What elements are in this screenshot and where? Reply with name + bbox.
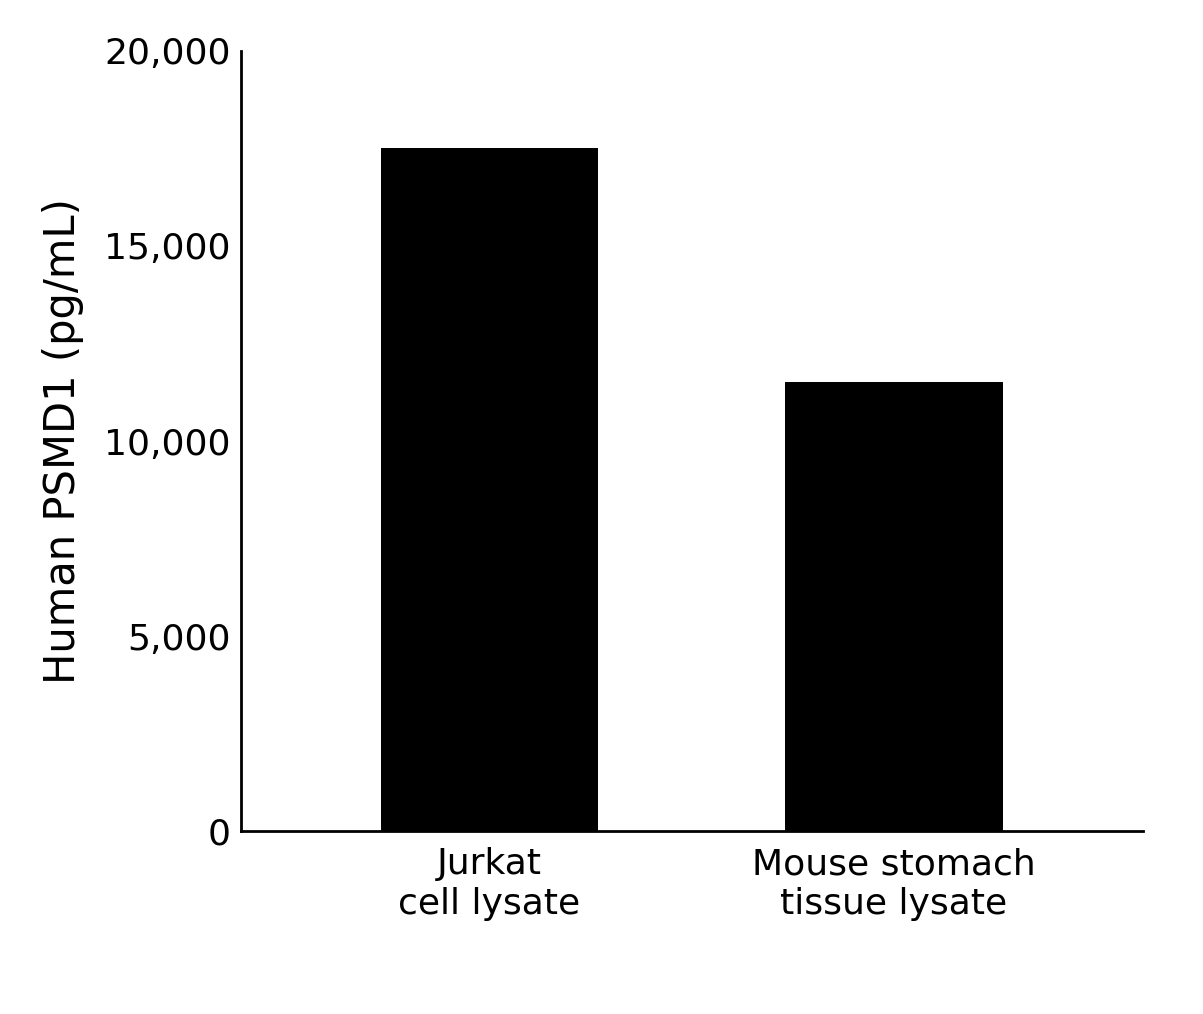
Y-axis label: Human PSMD1 (pg/mL): Human PSMD1 (pg/mL): [42, 198, 83, 684]
Bar: [786, 382, 1003, 831]
Bar: [380, 148, 598, 831]
